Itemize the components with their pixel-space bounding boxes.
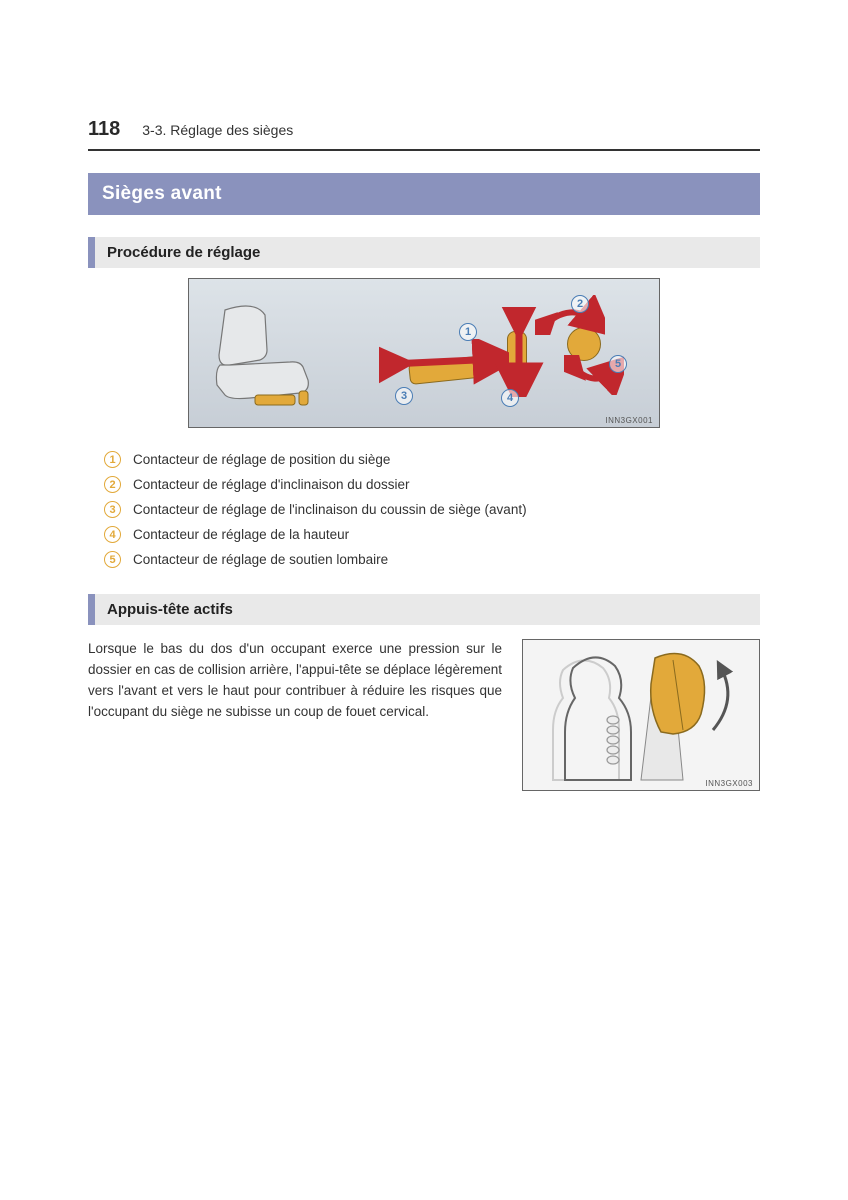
callout-5: 5	[609, 355, 627, 373]
legend-item: 1 Contacteur de réglage de position du s…	[104, 447, 760, 472]
legend-number-icon: 5	[104, 551, 121, 568]
figure-headrest: INN3GX003	[522, 639, 760, 791]
legend-text: Contacteur de réglage de position du siè…	[133, 452, 390, 467]
headrest-section: Lorsque le bas du dos d'un occupant exer…	[88, 639, 760, 791]
legend-text: Contacteur de réglage de soutien lombair…	[133, 552, 388, 567]
page-header: 118 3-3. Réglage des sièges	[88, 118, 760, 149]
callout-1: 1	[459, 323, 477, 341]
legend-item: 3 Contacteur de réglage de l'inclinaison…	[104, 497, 760, 522]
figure-code: INN3GX001	[605, 416, 653, 425]
figure-seat-controls-wrap: 1 2 3 4 5 INN3GX001	[88, 278, 760, 433]
page-title: Sièges avant	[88, 173, 760, 215]
legend-text: Contacteur de réglage de l'inclinaison d…	[133, 502, 527, 517]
section-path: 3-3. Réglage des sièges	[142, 122, 293, 138]
legend-number-icon: 2	[104, 476, 121, 493]
legend-item: 5 Contacteur de réglage de soutien lomba…	[104, 547, 760, 572]
legend-text: Contacteur de réglage de la hauteur	[133, 527, 349, 542]
callout-3: 3	[395, 387, 413, 405]
legend-item: 4 Contacteur de réglage de la hauteur	[104, 522, 760, 547]
legend-number-icon: 4	[104, 526, 121, 543]
seat-icon	[205, 295, 325, 413]
callout-4: 4	[501, 389, 519, 407]
legend-number-icon: 1	[104, 451, 121, 468]
legend-number-icon: 3	[104, 501, 121, 518]
headrest-illustration-icon	[523, 640, 760, 791]
subheading-headrest: Appuis-tête actifs	[88, 594, 760, 625]
page-number: 118	[88, 118, 120, 141]
figure-seat-controls: 1 2 3 4 5 INN3GX001	[188, 278, 660, 428]
legend-list: 1 Contacteur de réglage de position du s…	[88, 447, 760, 572]
body-paragraph: Lorsque le bas du dos d'un occupant exer…	[88, 639, 502, 723]
legend-item: 2 Contacteur de réglage d'inclinaison du…	[104, 472, 760, 497]
subheading-procedure: Procédure de réglage	[88, 237, 760, 268]
arrow-horizontal-icon	[379, 339, 509, 389]
arrow-curved-top-icon	[535, 295, 605, 335]
control-panel: 1 2 3 4 5	[349, 289, 649, 417]
legend-text: Contacteur de réglage d'inclinaison du d…	[133, 477, 410, 492]
figure-code: INN3GX003	[705, 779, 753, 788]
callout-2: 2	[571, 295, 589, 313]
header-rule	[88, 149, 760, 151]
